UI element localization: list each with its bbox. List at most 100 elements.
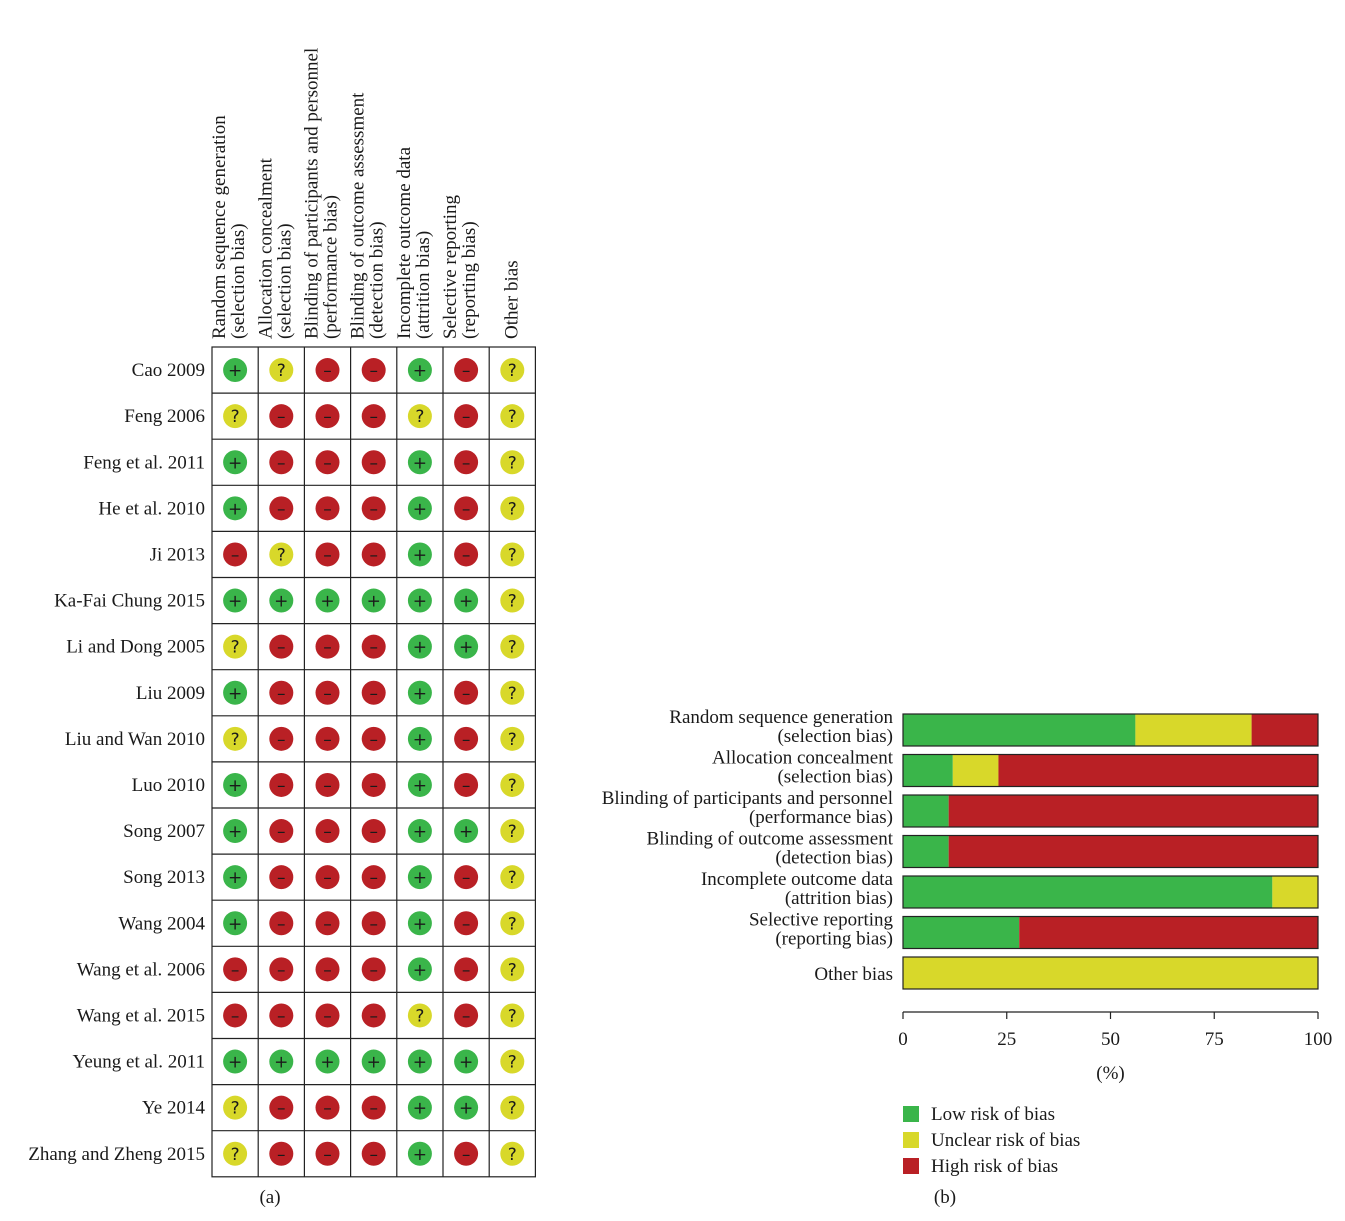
rating-symbol: – [462,960,471,980]
rating-symbol: ? [508,545,517,565]
rating-symbol: + [413,453,427,473]
rating-symbol: ? [508,960,517,980]
rating-low-dot [407,819,432,844]
domain-header: (selection bias) [274,223,295,339]
legend-label: Unclear risk of bias [931,1130,1080,1151]
rating-high-dot [315,542,340,567]
rating-unclear-dot [500,1049,525,1074]
rating-symbol: – [323,453,332,473]
category-label: Other bias [814,964,893,985]
rating-symbol: ? [508,776,517,796]
rating-high-dot [454,542,479,567]
rating-unclear-dot [223,634,248,659]
rating-unclear-dot [500,358,525,383]
rating-high-dot [315,911,340,936]
rating-unclear-dot [269,542,294,567]
rating-low-dot [315,1049,340,1074]
x-axis-label: (%) [1096,1063,1124,1084]
rating-symbol: – [462,545,471,565]
rating-symbol: – [277,499,286,519]
rating-high-dot [454,450,479,475]
rating-high-dot [315,772,340,797]
rating-high-dot [361,772,386,797]
domain-header: (performance bias) [321,195,342,339]
bar-segment-unclear [952,754,999,787]
rating-symbol: – [462,914,471,934]
study-label: Wang et al. 2015 [77,1005,205,1026]
study-label: Wang 2004 [118,913,205,934]
rating-symbol: – [277,407,286,427]
rating-symbol: ? [508,822,517,842]
rating-symbol: + [459,822,473,842]
bar-outline [902,875,1319,909]
rating-high-dot [361,404,386,429]
rating-low-dot [223,865,248,890]
rating-high-dot [269,819,294,844]
rating-low-dot [407,911,432,936]
category-label: Random sequence generation [669,707,893,728]
rating-symbol: – [323,1145,332,1165]
category-label: Blinding of outcome assessment [647,829,894,850]
rating-low-dot [407,1095,432,1120]
study-label: Song 2007 [123,821,205,842]
rating-symbol: – [462,776,471,796]
rating-low-dot [407,726,432,751]
rating-symbol: ? [508,1053,517,1073]
category-label: Selective reporting [749,910,894,931]
rating-low-dot [407,588,432,613]
category-label: Incomplete outcome data [701,869,894,890]
rating-unclear-dot [500,1003,525,1028]
bar-outline [902,834,1319,869]
rating-unclear-dot [407,404,432,429]
rating-symbol: – [369,960,378,980]
rating-symbol: – [277,914,286,934]
rating-symbol: + [320,592,334,612]
rating-unclear-dot [500,819,525,844]
rating-low-dot [407,358,432,383]
rating-symbol: – [231,960,240,980]
legend-swatch-high [903,1158,919,1174]
rating-symbol: + [413,776,427,796]
rating-high-dot [361,634,386,659]
x-tick-label: 75 [1205,1029,1224,1050]
rating-unclear-dot [500,542,525,567]
category-sublabel: (attrition bias) [785,888,893,909]
bar-segment-high [1251,714,1318,746]
rating-high-dot [269,496,294,521]
rating-symbol: – [323,361,332,381]
rating-low-dot [223,911,248,936]
rating-symbol: + [413,730,427,750]
rating-high-dot [223,957,248,982]
rating-high-dot [361,358,386,383]
rating-unclear-dot [500,496,525,521]
x-tick-label: 100 [1304,1029,1333,1050]
category-sublabel: (reporting bias) [775,929,893,950]
rating-unclear-dot [500,1141,525,1166]
rating-unclear-dot [500,1095,525,1120]
rating-symbol: – [462,730,471,750]
rating-symbol: + [459,1099,473,1119]
rating-low-dot [269,1049,294,1074]
rating-symbol: ? [508,1145,517,1165]
rating-symbol: ? [508,592,517,612]
rating-high-dot [454,1141,479,1166]
domain-header: Blinding of outcome assessment [348,92,369,339]
rating-symbol: – [369,776,378,796]
category-sublabel: (performance bias) [749,807,893,828]
rating-symbol: ? [508,407,517,427]
category-sublabel: (selection bias) [777,767,893,788]
rating-symbol: – [323,638,332,658]
rating-high-dot [361,1141,386,1166]
rating-symbol: ? [508,730,517,750]
rating-low-dot [407,865,432,890]
rating-high-dot [269,865,294,890]
rating-high-dot [454,957,479,982]
study-label: Yeung et al. 2011 [73,1052,205,1073]
rating-high-dot [361,865,386,890]
rating-low-dot [454,1095,479,1120]
domain-header: (attrition bias) [413,231,434,339]
rating-symbol: – [277,1006,286,1026]
rating-symbol: ? [508,684,517,704]
domain-header: Random sequence generation [209,115,230,339]
